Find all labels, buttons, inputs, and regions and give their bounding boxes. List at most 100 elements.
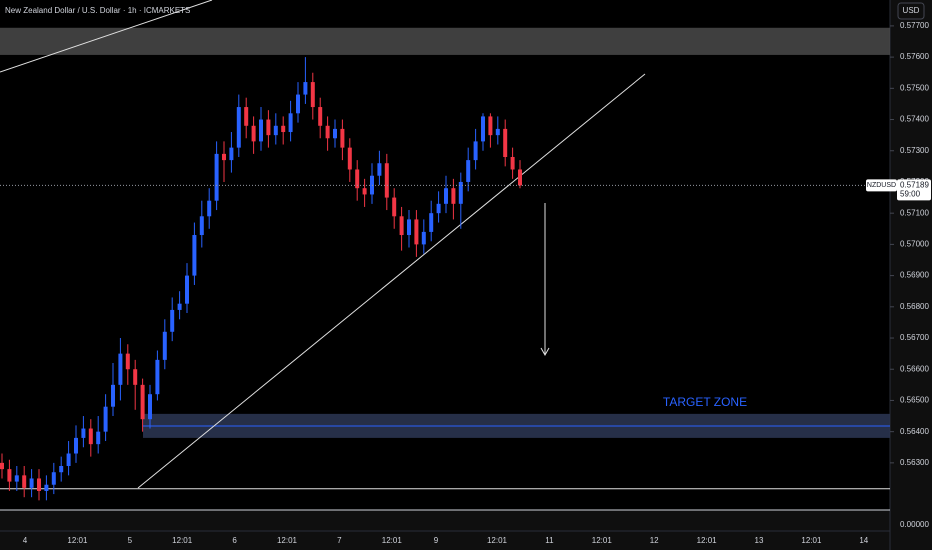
y-tick-label: 0.57500 xyxy=(900,83,929,92)
candle-body xyxy=(185,275,189,304)
y-tick-label: 0.57600 xyxy=(900,52,929,61)
candle-body xyxy=(481,116,485,142)
candle-body xyxy=(466,160,471,182)
x-tick-label: 7 xyxy=(337,536,342,545)
x-tick-label: 12:01 xyxy=(382,536,403,545)
candle-body xyxy=(510,156,515,170)
candle-body xyxy=(96,431,101,445)
candle-body xyxy=(347,147,352,170)
candle-body xyxy=(473,141,478,161)
candle-body xyxy=(170,309,175,332)
x-tick-label: 12:01 xyxy=(592,536,613,545)
candle-body xyxy=(325,125,330,139)
arrow-head xyxy=(540,347,550,357)
y-tick-label: 0.56700 xyxy=(900,333,929,342)
candle-body xyxy=(207,200,212,217)
candle-body xyxy=(81,428,86,438)
candle-body xyxy=(244,107,249,126)
candle-body xyxy=(22,475,27,488)
y-tick-label: 0.57100 xyxy=(900,208,929,217)
last-price-label: 0.57189 xyxy=(900,181,929,190)
x-tick-label: 12:01 xyxy=(801,536,822,545)
x-tick-label: 12 xyxy=(650,536,659,545)
candle-body xyxy=(148,394,152,420)
trend-line xyxy=(137,73,646,489)
candle-body xyxy=(103,406,108,432)
candle-body xyxy=(495,128,500,136)
currency-button[interactable] xyxy=(897,2,925,20)
x-tick-label: 11 xyxy=(545,536,554,545)
candle-body xyxy=(37,478,41,491)
candle-body xyxy=(118,353,123,385)
candle-body xyxy=(236,107,241,148)
x-tick-label: 6 xyxy=(232,536,237,545)
y-tick-label: 0.57400 xyxy=(900,115,929,124)
candle-body xyxy=(155,359,160,395)
resistance-zone xyxy=(0,27,890,55)
candle-body xyxy=(51,472,56,485)
candle-body xyxy=(222,153,226,161)
candle-body xyxy=(44,484,49,491)
candle-body xyxy=(29,478,34,488)
candle-body xyxy=(229,147,234,161)
y-tick-label: 0.56900 xyxy=(900,271,929,280)
x-tick-label: 13 xyxy=(755,536,764,545)
candle-body xyxy=(340,128,345,148)
candle-body xyxy=(407,219,411,236)
candle-body xyxy=(273,125,278,136)
symbol-label: NZDUSD xyxy=(867,182,896,189)
candle-body xyxy=(310,82,315,108)
candle-body xyxy=(66,453,71,466)
candle-body xyxy=(281,125,286,133)
y-tick-label: 0.57700 xyxy=(900,21,929,30)
x-tick-label: 14 xyxy=(859,536,868,545)
candle-body xyxy=(125,353,130,370)
x-tick-label: 12:01 xyxy=(697,536,718,545)
y-tick-label: 0.56400 xyxy=(900,427,929,436)
candle-body xyxy=(251,125,256,142)
candle-body xyxy=(259,119,263,142)
pane-tick-label: 0.00000 xyxy=(900,520,929,529)
y-tick-label: 0.56500 xyxy=(900,396,929,405)
x-tick-label: 12:01 xyxy=(277,536,298,545)
currency[interactable]: USD xyxy=(903,6,920,15)
price-tag xyxy=(897,179,931,201)
y-tick-label: 0.56600 xyxy=(900,364,929,373)
candle-body xyxy=(192,235,197,276)
candle-body xyxy=(421,231,426,245)
x-tick-label: 12:01 xyxy=(487,536,508,545)
candle-body xyxy=(214,153,219,201)
y-tick-label: 0.56800 xyxy=(900,302,929,311)
candle-body xyxy=(303,82,308,95)
candle-body xyxy=(111,384,115,407)
x-tick-label: 5 xyxy=(128,536,133,545)
x-tick-label: 9 xyxy=(434,536,439,545)
candle-body xyxy=(296,94,300,114)
candle-body xyxy=(355,169,360,189)
candle-body xyxy=(140,384,145,420)
candle-body xyxy=(333,128,337,139)
candle-body xyxy=(399,216,404,236)
candle-body xyxy=(59,465,64,473)
candle-body xyxy=(488,116,493,136)
x-tick-label: 12:01 xyxy=(172,536,193,545)
candle-body xyxy=(318,107,323,126)
candle-body xyxy=(7,469,12,482)
annotation: TARGET ZONE xyxy=(663,395,747,409)
candle-body xyxy=(0,462,4,470)
candle-body xyxy=(266,119,271,136)
candle-body xyxy=(74,437,78,454)
candle-body xyxy=(384,163,389,198)
candle-body xyxy=(444,188,448,204)
candle-body xyxy=(377,163,382,176)
candle-body xyxy=(288,113,293,133)
y-tick-label: 0.57000 xyxy=(900,239,929,248)
countdown: 59:00 xyxy=(900,190,921,199)
candle-body xyxy=(88,428,93,445)
symbol-tag xyxy=(866,179,897,192)
candle-body xyxy=(414,219,419,245)
candle-body xyxy=(177,303,182,310)
trend-line xyxy=(0,0,213,73)
candle-body xyxy=(162,331,167,360)
